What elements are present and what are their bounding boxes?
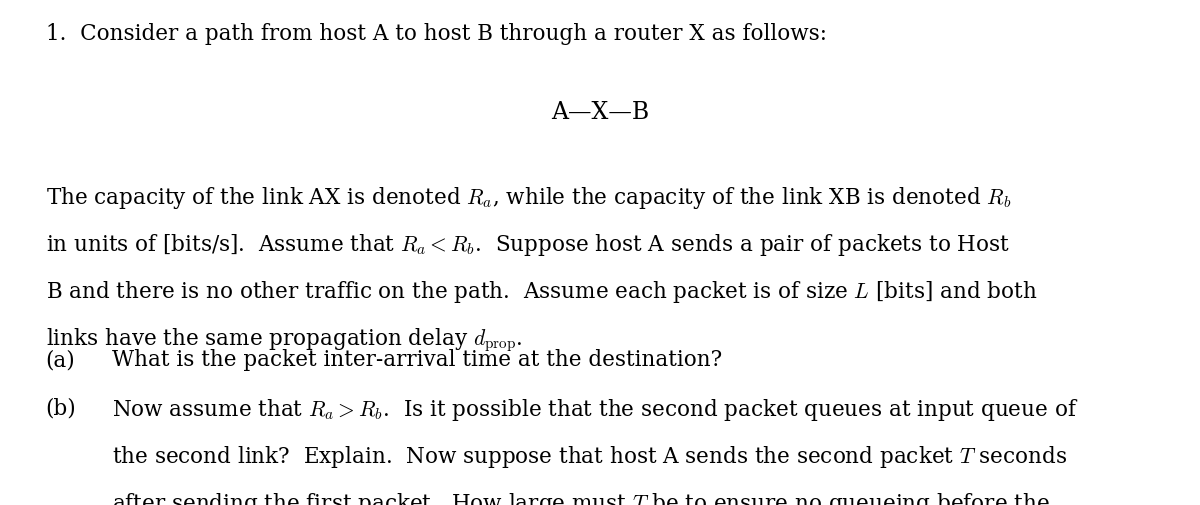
Text: links have the same propagation delay $d_\mathrm{prop}$.: links have the same propagation delay $d…: [46, 325, 522, 353]
Text: after sending the first packet.  How large must $T$ be to ensure no queueing bef: after sending the first packet. How larg…: [112, 490, 1049, 505]
Text: What is the packet inter-arrival time at the destination?: What is the packet inter-arrival time at…: [112, 348, 721, 370]
Text: The capacity of the link AX is denoted $R_a$, while the capacity of the link XB : The capacity of the link AX is denoted $…: [46, 184, 1010, 210]
Text: B and there is no other traffic on the path.  Assume each packet is of size $L$ : B and there is no other traffic on the p…: [46, 278, 1037, 304]
Text: in units of [bits/s].  Assume that $R_a < R_b$.  Suppose host A sends a pair of : in units of [bits/s]. Assume that $R_a <…: [46, 231, 1009, 257]
Text: (a): (a): [46, 348, 76, 370]
Text: (b): (b): [46, 396, 77, 418]
Text: the second link?  Explain.  Now suppose that host A sends the second packet $T$ : the second link? Explain. Now suppose th…: [112, 443, 1067, 469]
Text: A—X—B: A—X—B: [551, 101, 649, 124]
Text: 1.  Consider a path from host A to host B through a router X as follows:: 1. Consider a path from host A to host B…: [46, 23, 827, 44]
Text: Now assume that $R_a > R_b$.  Is it possible that the second packet queues at in: Now assume that $R_a > R_b$. Is it possi…: [112, 396, 1078, 422]
